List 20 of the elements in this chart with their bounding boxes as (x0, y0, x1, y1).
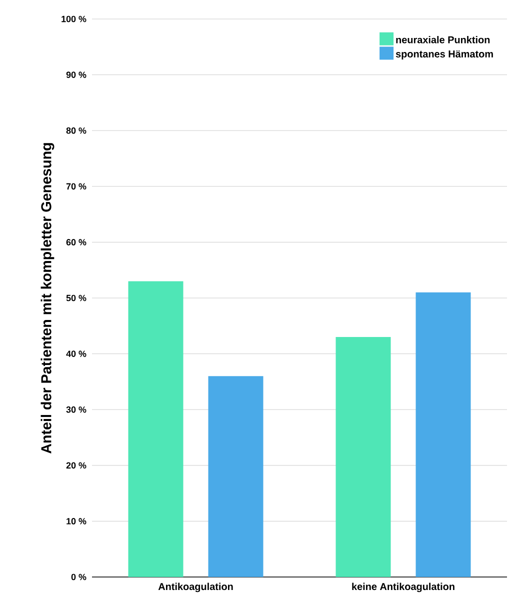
y-tick-label: 0 % (71, 574, 86, 580)
y-tick-label: 20 % (66, 462, 86, 469)
x-tick-label: keine Antikoagulation (352, 582, 454, 592)
legend-label: spontanes Hämatom (396, 50, 493, 60)
y-tick-label: 70 % (66, 183, 86, 190)
legend-label: neuraxiale Punktion (396, 36, 490, 44)
bar (128, 281, 184, 577)
y-axis-title: Anteil der Patienten mit kompletter Genesung (40, 143, 54, 454)
y-tick-label: 10 % (66, 518, 86, 524)
y-tick-label: 50 % (66, 294, 86, 302)
y-tick-label: 40 % (66, 350, 86, 357)
bar (336, 337, 391, 577)
y-tick-label: 30 % (66, 406, 86, 413)
y-tick-label: 100 % (62, 16, 86, 22)
y-tick-label: 60 % (66, 239, 86, 246)
y-tick-label: 90 % (66, 72, 86, 78)
y-tick-label: 80 % (66, 127, 86, 134)
x-tick-label: Antikoagulation (158, 582, 233, 592)
bar (208, 376, 264, 577)
bar (416, 292, 471, 577)
